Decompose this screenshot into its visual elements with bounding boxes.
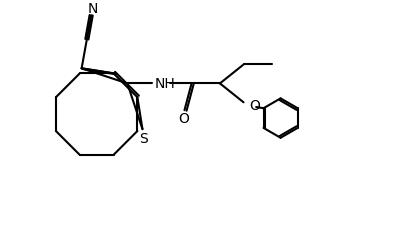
Text: N: N bbox=[87, 2, 97, 16]
Text: NH: NH bbox=[154, 76, 175, 90]
Text: O: O bbox=[248, 98, 259, 112]
Text: O: O bbox=[178, 112, 189, 126]
Text: S: S bbox=[139, 132, 147, 146]
